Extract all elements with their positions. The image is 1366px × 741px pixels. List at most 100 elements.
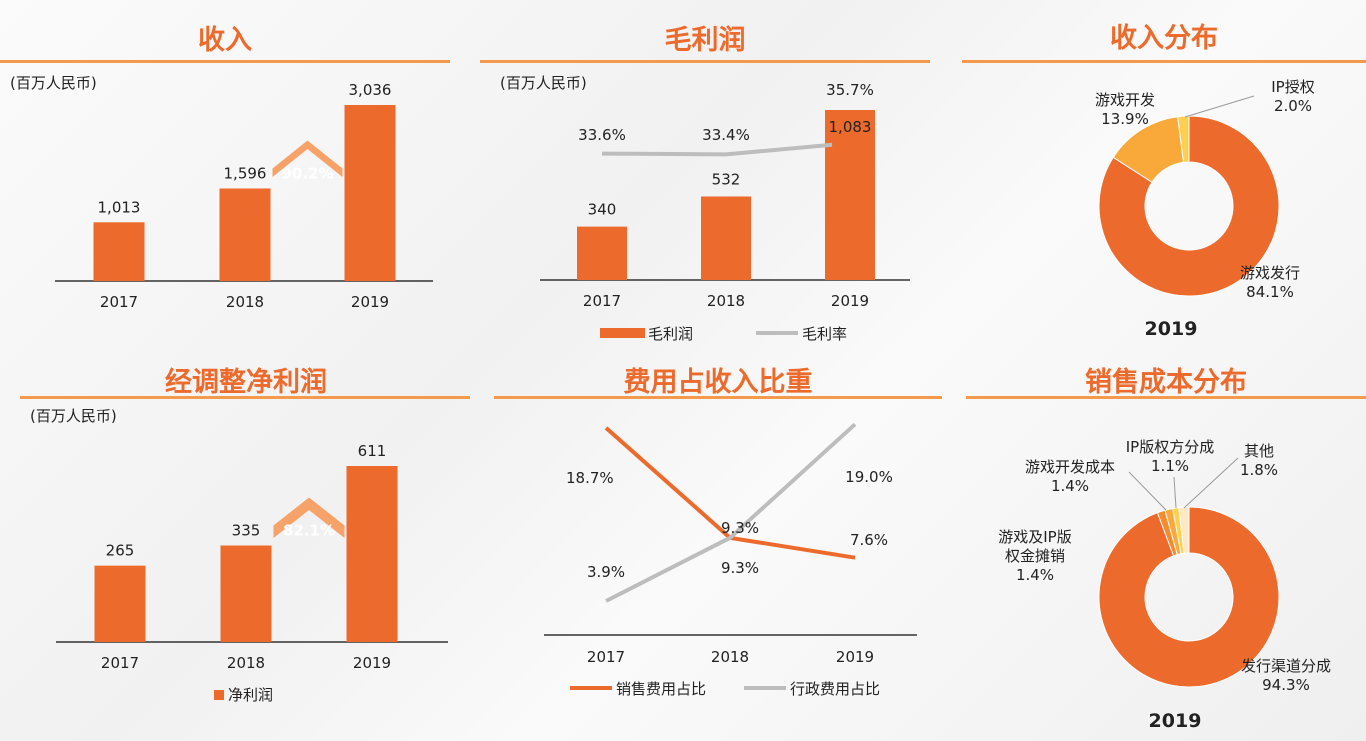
revenue-dist-panel: 收入分布 游戏发行 84.1% 游戏开发 13.9% IP授权 2.0% 2019 — [962, 0, 1366, 350]
slice-label-name: 发行渠道分成 — [1241, 657, 1331, 675]
growth-arrow — [273, 497, 345, 538]
bar-value-label: 3,036 — [349, 81, 392, 99]
slice-label-value: 1.8% — [1240, 461, 1278, 479]
adj-profit-title-rule — [20, 396, 470, 399]
donut-slice-channel-share — [1098, 506, 1280, 688]
growth-rate-label: 90.2% — [281, 164, 333, 182]
legend-swatch-gross-profit — [600, 328, 645, 338]
slice-label-name: IP版权方分成 — [1126, 438, 1214, 456]
slice-label-value: 94.3% — [1262, 676, 1310, 694]
cost-dist-panel: 销售成本分布 发行渠道分成 94.3% 游戏及IP版 权金摊销 1.4% 游戏开发成本 1.… — [966, 355, 1366, 741]
admin-ratio-label: 19.0% — [845, 468, 893, 486]
margin-line — [601, 142, 833, 157]
legend-swatch-net-profit — [214, 690, 224, 700]
bar-value-label: 340 — [588, 201, 617, 219]
bar-2017 — [93, 222, 145, 281]
expense-ratio-panel: 费用占收入比重 2017 2018 2019 18.7% 9.3% 7.6% 3.9% 9.3… — [494, 355, 942, 735]
admin-ratio-label: 3.9% — [587, 563, 625, 581]
expense-ratio-title-rule — [494, 396, 942, 399]
gross-profit-title-rule — [480, 60, 930, 63]
cost-dist-title-rule — [966, 396, 1366, 399]
bar-value-label: 1,596 — [224, 164, 267, 182]
bar-2018 — [220, 545, 272, 642]
gross-profit-unit-label: (百万人民币) — [500, 74, 587, 92]
sales-ratio-label: 18.7% — [566, 469, 614, 487]
adj-profit-title: 经调整净利润 — [165, 367, 327, 398]
slice-label-value: 13.9% — [1101, 110, 1149, 128]
growth-rate-label: 82.1% — [283, 522, 335, 540]
bar-value-label: 532 — [712, 170, 741, 188]
x-tick-label: 2018 — [227, 654, 265, 672]
bar-2019 — [346, 466, 398, 642]
expense-ratio-title: 费用占收入比重 — [623, 367, 813, 398]
slice-label-name: 游戏发行 — [1240, 264, 1300, 282]
x-tick-label: 2018 — [711, 648, 749, 666]
adj-profit-unit-label: (百万人民币) — [30, 407, 117, 425]
x-tick-label: 2019 — [831, 292, 869, 310]
slice-label-name: 游戏开发 — [1095, 91, 1155, 109]
revenue-title-rule — [0, 60, 450, 63]
legend-label-gross-profit: 毛利润 — [648, 325, 693, 343]
bar-value-label: 611 — [358, 442, 387, 460]
leader-line — [1183, 457, 1239, 509]
x-tick-label: 2018 — [226, 293, 264, 311]
bar-2019 — [344, 105, 396, 281]
slice-label-name: IP授权 — [1271, 78, 1314, 96]
expense-ratio-line-chart: 2017 2018 2019 18.7% 9.3% 7.6% 3.9% 9.3% 19.0% 销售… — [544, 422, 917, 698]
slice-label-name: 游戏开发成本 — [1025, 458, 1115, 476]
growth-arrow — [272, 140, 343, 177]
leader-line — [1184, 95, 1255, 118]
slice-label-value: 1.1% — [1151, 457, 1189, 475]
revenue-panel: 收入 (百万人民币) 1,013 2017 1,596 2018 3,036 2019 90… — [0, 0, 450, 330]
x-tick-label: 2019 — [351, 293, 389, 311]
bar-2017 — [577, 226, 627, 280]
adj-profit-panel: 经调整净利润 (百万人民币) 265 2017 335 2018 611 2019 82.1… — [20, 355, 470, 735]
legend-label-margin: 毛利率 — [802, 325, 847, 343]
cost-dist-donut: 发行渠道分成94.3%游戏及IP版权金摊销1.4%游戏开发成本1.4%IP版权方… — [998, 438, 1331, 732]
revenue-unit-label: (百万人民币) — [10, 74, 97, 92]
bar-2017 — [94, 565, 146, 642]
revenue-dist-title-rule — [962, 60, 1366, 63]
slice-label-name: 其他 — [1244, 442, 1274, 460]
x-tick-label: 2017 — [587, 648, 625, 666]
x-tick-label: 2017 — [583, 292, 621, 310]
bar-value-label: 265 — [106, 542, 135, 560]
bar-2018 — [701, 196, 751, 280]
margin-value-label: 33.4% — [702, 126, 750, 144]
series-line-1 — [605, 422, 857, 603]
sales-ratio-label: 9.3% — [721, 559, 759, 577]
legend-label-net-profit: 净利润 — [228, 686, 273, 704]
admin-ratio-label: 9.3% — [721, 519, 759, 537]
revenue-dist-title: 收入分布 — [1110, 23, 1218, 54]
slice-label-value: 1.4% — [1016, 566, 1054, 584]
year-label: 2019 — [1145, 318, 1198, 340]
sales-ratio-label: 7.6% — [850, 531, 888, 549]
revenue-bar-chart: 1,013 2017 1,596 2018 3,036 2019 90.2% — [55, 81, 433, 311]
slice-label-name: 游戏及IP版 — [998, 528, 1071, 546]
legend-label-sales: 销售费用占比 — [616, 680, 706, 698]
slice-label-value: 84.1% — [1246, 283, 1294, 301]
x-tick-label: 2017 — [100, 293, 138, 311]
revenue-title: 收入 — [198, 25, 252, 56]
margin-value-label: 33.6% — [578, 126, 626, 144]
x-tick-label: 2018 — [707, 292, 745, 310]
cost-dist-title: 销售成本分布 — [1085, 367, 1247, 398]
bar-value-label: 1,083 — [829, 118, 872, 136]
x-tick-label: 2019 — [353, 654, 391, 672]
gross-profit-chart: 340 2017 532 2018 1,083 2019 33.6% 33.4% 35.7% 毛利… — [540, 81, 910, 343]
slice-label-value: 2.0% — [1274, 97, 1312, 115]
bar-2018 — [219, 188, 271, 281]
gross-profit-title: 毛利润 — [664, 25, 746, 56]
margin-value-label: 35.7% — [826, 81, 874, 99]
x-tick-label: 2019 — [836, 648, 874, 666]
x-tick-label: 2017 — [101, 654, 139, 672]
gross-profit-panel: 毛利润 (百万人民币) 340 2017 532 2018 1,083 2019 33.6%… — [480, 0, 930, 350]
bar-2019 — [825, 110, 875, 280]
legend-label-admin: 行政费用占比 — [790, 680, 880, 698]
bar-value-label: 335 — [232, 522, 261, 540]
donut-slice-ip-licensing — [1177, 115, 1190, 163]
bar-value-label: 1,013 — [98, 198, 141, 216]
slice-label-name: 权金摊销 — [1005, 547, 1065, 565]
donut-slice-other — [1178, 506, 1190, 554]
